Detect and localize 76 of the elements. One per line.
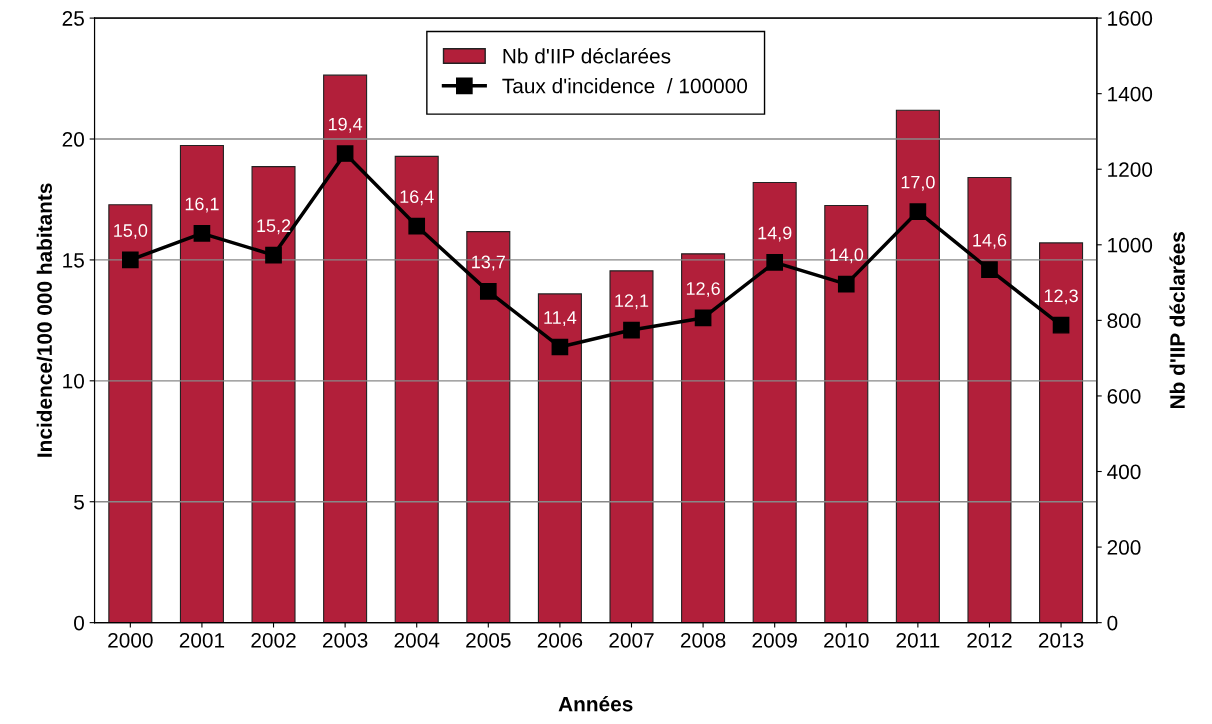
- bar: [824, 204, 869, 623]
- data-label: 12,3: [1044, 289, 1078, 305]
- data-label: 17,0: [901, 175, 935, 191]
- y2-tick-label: 1400: [1108, 86, 1153, 102]
- y-axis-title: Incidence/100 000 habitants: [36, 183, 53, 457]
- data-label: 14,9: [758, 226, 792, 242]
- bar: [466, 231, 511, 623]
- point: [193, 224, 211, 242]
- bar: [752, 181, 797, 623]
- data-label: 12,6: [686, 282, 720, 298]
- x-tick-label: 2010: [824, 632, 869, 648]
- data-label: 12,1: [615, 294, 649, 310]
- x-tick-label: 2004: [394, 632, 440, 648]
- bar: [179, 144, 224, 623]
- bar: [323, 74, 368, 623]
- bar: [537, 293, 582, 623]
- bar: [251, 166, 296, 623]
- x-tick-label: 2002: [251, 632, 296, 648]
- bar: [1039, 242, 1084, 623]
- y2-tick-label: 1200: [1108, 162, 1153, 177]
- data-label: 16,1: [185, 197, 219, 213]
- x-tick-label: 2001: [179, 632, 225, 648]
- y2-tick-label: 800: [1107, 313, 1141, 329]
- x-tick-label: 2007: [609, 632, 654, 648]
- y2-tick-label: 400: [1107, 464, 1141, 480]
- data-label: 14,6: [973, 233, 1007, 249]
- y-tick-label: 20: [62, 132, 84, 147]
- y2-tick-label: 1000: [1108, 237, 1153, 253]
- point: [1052, 316, 1070, 334]
- legend-label: Taux d'incidence / 100000: [502, 78, 748, 94]
- point: [551, 338, 569, 356]
- bar: [609, 270, 654, 623]
- bar: [108, 204, 153, 623]
- y-tick-label: 0: [74, 615, 84, 631]
- data-label: 15,2: [257, 219, 291, 235]
- y2-axis-title: Nb d'IIP déclarées: [1169, 232, 1185, 409]
- bar: [967, 176, 1012, 623]
- point: [766, 254, 784, 271]
- point: [336, 145, 354, 162]
- legend-label: Nb d'IIP déclarées: [503, 47, 671, 64]
- data-label: 15,0: [114, 224, 148, 240]
- point: [479, 283, 497, 300]
- x-tick-label: 2003: [322, 632, 368, 648]
- y-tick-label: 10: [63, 373, 84, 389]
- data-label: 13,7: [472, 255, 505, 271]
- bar: [681, 253, 726, 623]
- x-tick-label: 2005: [466, 632, 511, 648]
- x-tick-label: 2011: [896, 632, 940, 648]
- point: [408, 217, 426, 235]
- x-tick-label: 2008: [680, 632, 726, 648]
- y-tick-label: 25: [62, 11, 84, 26]
- x-tick-label: 2013: [1038, 632, 1084, 648]
- x-tick-label: 2000: [108, 632, 153, 648]
- data-label: 19,4: [328, 117, 363, 133]
- data-label: 14,0: [830, 248, 864, 264]
- y-tick-label: 15: [63, 253, 84, 268]
- y-tick-label: 5: [74, 494, 84, 510]
- point: [694, 309, 712, 327]
- data-label: 11,4: [544, 311, 577, 327]
- x-axis-title: Années: [558, 696, 633, 712]
- point: [909, 203, 927, 220]
- bar: [394, 155, 439, 623]
- data-label: 16,4: [400, 190, 434, 206]
- point: [265, 246, 282, 264]
- point: [121, 251, 139, 269]
- y2-tick-label: 200: [1107, 540, 1141, 555]
- x-tick-label: 2006: [537, 632, 583, 648]
- bar: [895, 109, 940, 623]
- point: [623, 321, 640, 339]
- y2-tick-label: 0: [1107, 615, 1118, 631]
- point: [837, 275, 855, 293]
- x-tick-label: 2012: [967, 632, 1012, 648]
- y2-tick-label: 1600: [1108, 11, 1153, 26]
- point: [981, 261, 998, 278]
- x-tick-label: 2009: [752, 632, 797, 648]
- y2-tick-label: 600: [1107, 388, 1141, 404]
